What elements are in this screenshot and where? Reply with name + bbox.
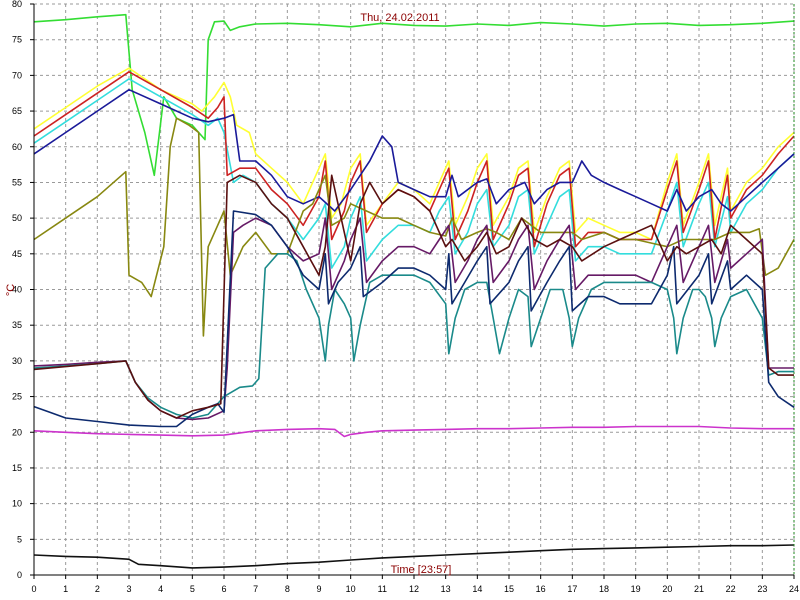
- y-tick-label: 5: [17, 534, 22, 544]
- x-tick-label: 4: [158, 584, 163, 594]
- y-tick-label: 60: [12, 142, 22, 152]
- y-tick-label: 0: [17, 570, 22, 580]
- x-tick-label: 24: [789, 584, 799, 594]
- series-line-9: [33, 210, 795, 428]
- x-tick-label: 7: [253, 584, 258, 594]
- y-tick-label: 55: [12, 177, 22, 187]
- y-tick-label: 10: [12, 499, 22, 509]
- y-tick-label: 65: [12, 106, 22, 116]
- series-line-3: [33, 78, 795, 269]
- axes: [30, 3, 795, 579]
- series-line-10: [33, 174, 794, 419]
- y-tick-label: 45: [12, 249, 22, 259]
- x-tick-label: 22: [726, 584, 736, 594]
- x-tick-label: 1: [63, 584, 68, 594]
- x-tick-label: 19: [631, 584, 641, 594]
- x-tick-label: 18: [599, 584, 609, 594]
- x-tick-label: 13: [441, 584, 451, 594]
- x-tick-label: 6: [221, 584, 226, 594]
- y-axis-label: °C: [5, 284, 17, 296]
- series-line-5: [33, 88, 795, 212]
- x-tick-label: 21: [694, 584, 704, 594]
- tick-labels: 0 1 2 3 4 5 6 7 8 9 10 11 12 13 14 15 16 17 18 19 20 21 22 23 24…: [12, 0, 799, 594]
- series-group: [33, 13, 795, 569]
- x-tick-label: 11: [378, 584, 387, 594]
- x-tick-label: 15: [504, 584, 514, 594]
- x-tick-label: 16: [536, 584, 546, 594]
- x-tick-label: 23: [757, 584, 767, 594]
- x-tick-label: 3: [126, 584, 131, 594]
- x-tick-label: 8: [285, 584, 290, 594]
- series-line-11: [33, 425, 794, 438]
- series-line-12: [33, 544, 795, 569]
- x-tick-label: 2: [95, 584, 100, 594]
- y-tick-label: 80: [12, 0, 22, 9]
- y-tick-label: 20: [12, 427, 22, 437]
- chart-title: Thu, 24.02.2011: [360, 12, 439, 24]
- x-tick-label: 0: [31, 584, 36, 594]
- y-tick-label: 75: [12, 35, 22, 45]
- y-tick-label: 35: [12, 320, 22, 330]
- x-tick-label: 9: [316, 584, 321, 594]
- x-tick-label: 20: [662, 584, 672, 594]
- grid: [34, 3, 795, 575]
- y-tick-label: 50: [12, 213, 22, 223]
- series-line-1: [33, 13, 795, 177]
- x-tick-label: 10: [346, 584, 356, 594]
- x-tick-label: 17: [567, 584, 577, 594]
- x-tick-label: 12: [409, 584, 419, 594]
- x-tick-label: 14: [472, 584, 482, 594]
- x-axis-label: Time [23:57]: [391, 564, 452, 576]
- y-tick-label: 40: [12, 285, 22, 295]
- series-line-8: [33, 253, 794, 419]
- y-tick-label: 15: [12, 463, 22, 473]
- y-tick-label: 70: [12, 70, 22, 80]
- y-tick-label: 30: [12, 356, 22, 366]
- y-tick-label: 25: [12, 392, 22, 402]
- x-tick-label: 5: [190, 584, 195, 594]
- series-line-6: [33, 117, 795, 337]
